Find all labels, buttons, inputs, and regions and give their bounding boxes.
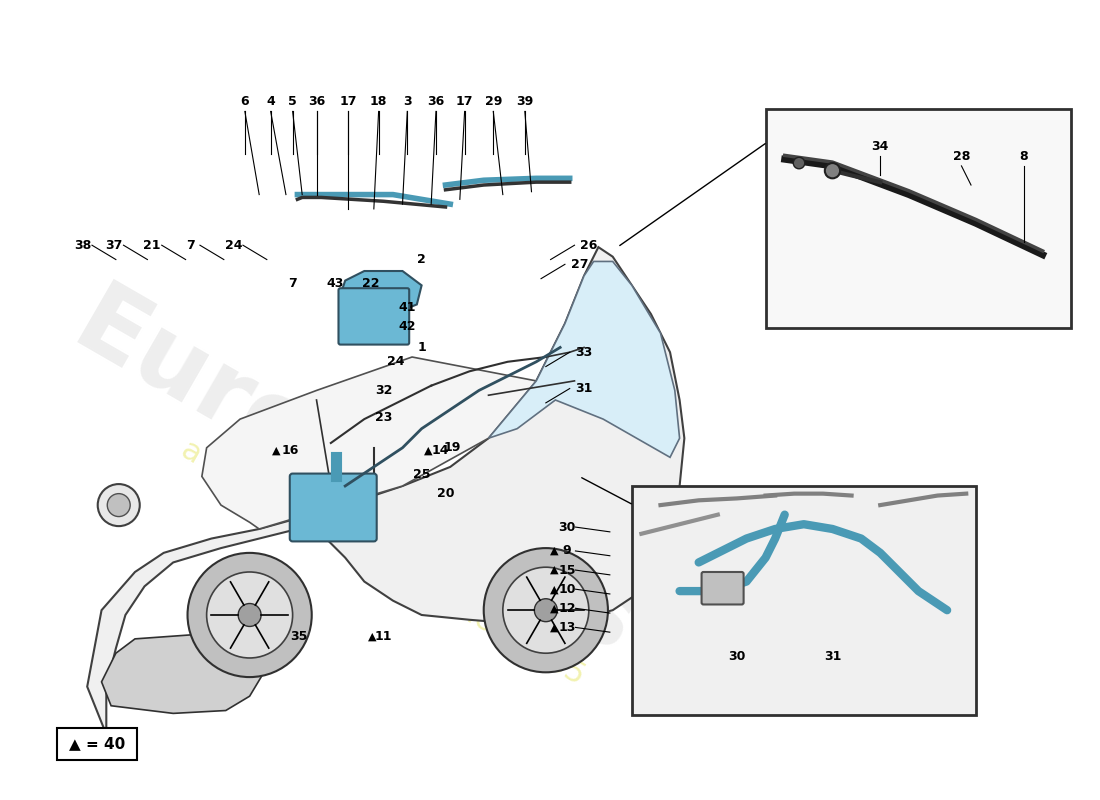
Text: 31: 31 xyxy=(824,650,842,662)
FancyBboxPatch shape xyxy=(339,288,409,345)
FancyBboxPatch shape xyxy=(631,486,976,715)
Text: ▲: ▲ xyxy=(550,546,559,556)
Text: 38: 38 xyxy=(74,238,91,252)
Text: 26: 26 xyxy=(580,238,597,252)
Text: 36: 36 xyxy=(427,95,444,108)
Text: 17: 17 xyxy=(339,95,356,108)
Text: 35: 35 xyxy=(290,630,308,643)
Text: ▲: ▲ xyxy=(367,632,376,642)
Text: 11: 11 xyxy=(375,630,392,643)
Text: 7: 7 xyxy=(186,238,195,252)
Text: 34: 34 xyxy=(871,140,889,154)
Text: 27: 27 xyxy=(571,258,588,271)
Polygon shape xyxy=(101,634,264,714)
FancyBboxPatch shape xyxy=(289,474,376,542)
Text: 15: 15 xyxy=(558,563,575,577)
Text: 43: 43 xyxy=(327,277,344,290)
Circle shape xyxy=(187,553,311,677)
Circle shape xyxy=(825,163,840,178)
Circle shape xyxy=(239,603,261,626)
Text: 6: 6 xyxy=(241,95,250,108)
Text: 39: 39 xyxy=(516,95,534,108)
Text: 8: 8 xyxy=(1020,150,1027,163)
Text: 14: 14 xyxy=(432,444,450,457)
Text: 22: 22 xyxy=(362,277,380,290)
Text: 13: 13 xyxy=(558,621,575,634)
Text: 32: 32 xyxy=(375,384,392,397)
Text: ▲: ▲ xyxy=(550,584,559,594)
Polygon shape xyxy=(87,247,684,734)
Text: 25: 25 xyxy=(412,468,430,481)
Polygon shape xyxy=(340,271,421,314)
Text: 41: 41 xyxy=(398,301,416,314)
Text: a passion for parts since 1985: a passion for parts since 1985 xyxy=(176,434,591,690)
Text: 12: 12 xyxy=(558,602,575,614)
Text: 17: 17 xyxy=(455,95,473,108)
Text: 2: 2 xyxy=(417,253,426,266)
Text: 9: 9 xyxy=(562,545,571,558)
Text: 31: 31 xyxy=(575,382,593,395)
Circle shape xyxy=(207,572,293,658)
Text: 19: 19 xyxy=(443,442,461,454)
Text: 4: 4 xyxy=(266,95,275,108)
Text: 36: 36 xyxy=(308,95,326,108)
FancyBboxPatch shape xyxy=(56,728,136,760)
Text: ▲: ▲ xyxy=(550,622,559,633)
Circle shape xyxy=(503,567,588,654)
Text: 5: 5 xyxy=(288,95,297,108)
Text: 1: 1 xyxy=(417,341,426,354)
Text: 28: 28 xyxy=(953,150,970,163)
Polygon shape xyxy=(202,357,537,529)
Text: 10: 10 xyxy=(558,582,575,596)
Text: 33: 33 xyxy=(575,346,593,358)
Text: 21: 21 xyxy=(143,238,161,252)
Text: 30: 30 xyxy=(728,650,746,662)
Polygon shape xyxy=(488,262,680,458)
Circle shape xyxy=(98,484,140,526)
Text: 18: 18 xyxy=(370,95,387,108)
Text: 24: 24 xyxy=(387,355,405,368)
Text: ▲: ▲ xyxy=(550,603,559,614)
Text: 29: 29 xyxy=(485,95,502,108)
Text: ▲: ▲ xyxy=(272,446,280,456)
Text: 37: 37 xyxy=(106,238,122,252)
Text: 23: 23 xyxy=(375,410,392,424)
Text: 20: 20 xyxy=(437,487,454,500)
FancyBboxPatch shape xyxy=(702,572,744,605)
Text: 16: 16 xyxy=(282,444,298,457)
Text: 24: 24 xyxy=(224,238,242,252)
Text: 7: 7 xyxy=(288,277,297,290)
Circle shape xyxy=(484,548,608,672)
Circle shape xyxy=(108,494,130,517)
Text: 30: 30 xyxy=(558,521,575,534)
Circle shape xyxy=(793,158,805,169)
Text: 3: 3 xyxy=(403,95,411,108)
Circle shape xyxy=(535,598,558,622)
Text: 42: 42 xyxy=(398,320,416,333)
Text: Eurospares: Eurospares xyxy=(56,276,653,677)
Text: ▲: ▲ xyxy=(550,565,559,575)
FancyBboxPatch shape xyxy=(766,109,1071,328)
Text: ▲: ▲ xyxy=(425,446,432,456)
Text: ▲ = 40: ▲ = 40 xyxy=(68,737,125,751)
